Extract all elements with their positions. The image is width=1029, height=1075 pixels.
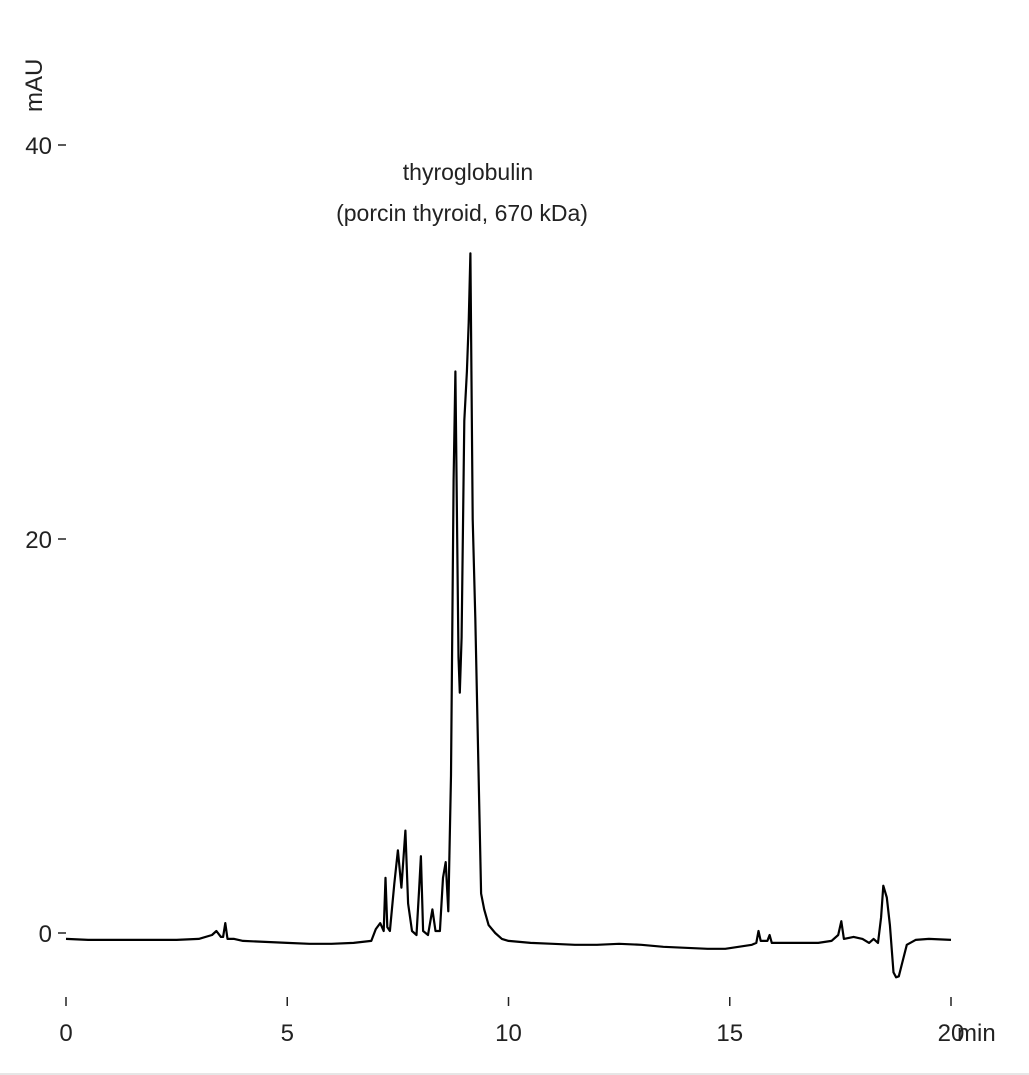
x-axis: 0 5 10 15 20 xyxy=(59,997,964,1047)
peak-annotation-line2: (porcin thyroid, 670 kDa) xyxy=(336,200,588,226)
x-tick-label: 10 xyxy=(495,1020,522,1047)
x-tick-label: 15 xyxy=(716,1020,743,1047)
y-axis-unit-label: mAU xyxy=(21,59,48,112)
x-tick-label: 5 xyxy=(281,1020,294,1047)
x-tick-label: 0 xyxy=(59,1020,72,1047)
peak-annotation-line1: thyroglobulin xyxy=(403,159,533,185)
x-axis-unit-label: min xyxy=(957,1020,996,1047)
y-tick-label: 0 xyxy=(39,921,52,948)
y-tick-label: 20 xyxy=(25,527,52,554)
y-axis: 0 20 40 xyxy=(25,133,66,948)
y-tick-label: 40 xyxy=(25,133,52,160)
chromatogram-trace xyxy=(65,252,952,979)
x-tick-label: 20 xyxy=(938,1020,965,1047)
